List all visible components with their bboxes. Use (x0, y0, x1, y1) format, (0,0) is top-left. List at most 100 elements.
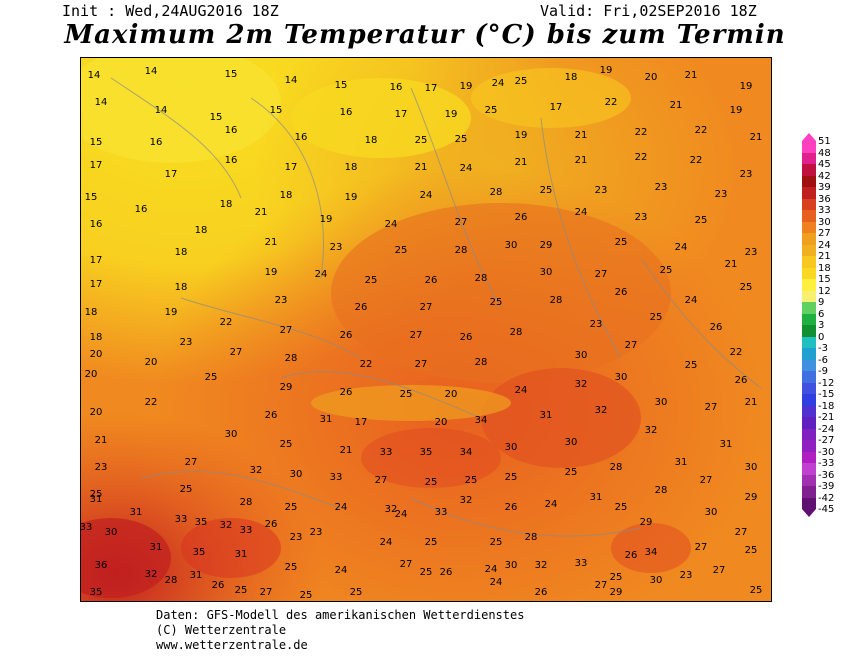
scale-swatch (802, 348, 816, 360)
scale-swatch (802, 371, 816, 383)
temperature-value: 30 (105, 527, 118, 538)
scale-label: -18 (818, 400, 835, 412)
temperature-value: 30 (225, 429, 238, 440)
scale-label: 18 (818, 262, 831, 274)
scale-label: -24 (818, 423, 835, 435)
temperature-value: 25 (90, 489, 103, 500)
temperature-value: 30 (505, 442, 518, 453)
scale-swatch (802, 382, 816, 394)
temperature-value: 26 (355, 302, 368, 313)
temperature-value: 21 (670, 100, 683, 111)
temperature-value: 32 (595, 405, 608, 416)
scale-label: 39 (818, 182, 831, 193)
scale-swatch (802, 267, 816, 279)
temperature-value: 24 (492, 78, 505, 89)
map-title: Maximum 2m Temperatur (°C) bis zum Termi… (64, 20, 786, 50)
temperature-value: 31 (720, 439, 733, 450)
scale-label: 24 (818, 239, 831, 251)
valid-time: Valid: Fri,02SEP2016 18Z (540, 2, 757, 20)
temperature-value: 19 (320, 214, 333, 225)
temperature-value: 28 (165, 575, 178, 586)
temperature-value: 27 (415, 359, 428, 370)
temperature-value: 21 (725, 259, 738, 270)
temperature-value: 19 (265, 267, 278, 278)
temperature-value: 26 (615, 287, 628, 298)
scale-bottom-arrow (802, 509, 816, 517)
temperature-value: 31 (540, 410, 553, 421)
temperature-value: 31 (590, 492, 603, 503)
temperature-value: 25 (300, 590, 313, 601)
temperature-value: 27 (420, 302, 433, 313)
temperature-value: 25 (415, 135, 428, 146)
temperature-value: 25 (745, 545, 758, 556)
scale-swatch (802, 417, 816, 429)
scale-swatch (802, 313, 816, 325)
temperature-value: 27 (625, 340, 638, 351)
website-link[interactable]: www.wetterzentrale.de (156, 638, 308, 652)
scale-swatch (802, 336, 816, 348)
scale-label: 48 (818, 147, 831, 159)
temperature-value: 25 (395, 245, 408, 256)
scale-label: -33 (818, 458, 835, 469)
scale-swatch (802, 187, 816, 199)
temperature-value: 30 (615, 372, 628, 383)
temperature-value: 17 (550, 102, 563, 113)
temperature-value: 30 (540, 267, 553, 278)
temperature-value: 20 (90, 349, 103, 360)
temperature-value: 25 (350, 587, 363, 598)
scale-label: -30 (818, 446, 835, 458)
temperature-value: 32 (460, 495, 473, 506)
temperature-value: 25 (615, 237, 628, 248)
temperature-value: 27 (280, 325, 293, 336)
temperature-value: 28 (240, 497, 253, 508)
temperature-value: 23 (635, 212, 648, 223)
temperature-value: 31 (150, 542, 163, 553)
scale-swatch (802, 175, 816, 187)
temperature-value: 30 (705, 507, 718, 518)
temperature-value: 27 (185, 457, 198, 468)
temperature-value: 18 (280, 190, 293, 201)
temperature-value: 25 (515, 76, 528, 87)
temperature-value: 19 (730, 105, 743, 116)
temperature-value: 21 (265, 237, 278, 248)
temperature-value: 33 (575, 558, 588, 569)
temperature-value: 18 (175, 247, 188, 258)
temperature-value: 25 (740, 282, 753, 293)
temperature-value: 25 (660, 265, 673, 276)
temperature-value: 23 (290, 532, 303, 543)
temperature-value: 25 (455, 134, 468, 145)
temperature-value: 17 (90, 255, 103, 266)
temperature-value: 24 (675, 242, 688, 253)
temperature-value: 22 (635, 127, 648, 138)
scale-label: -12 (818, 377, 835, 389)
temperature-value: 21 (255, 207, 268, 218)
scale-swatch (802, 233, 816, 245)
temperature-value: 34 (460, 447, 473, 458)
temperature-value: 14 (95, 97, 108, 108)
temperature-value: 27 (410, 330, 423, 341)
temperature-value: 36 (95, 560, 108, 571)
temperature-value: 24 (380, 537, 393, 548)
temperature-value: 25 (465, 475, 478, 486)
scale-swatch (802, 302, 816, 314)
temperature-value: 31 (235, 549, 248, 560)
temperature-value: 26 (265, 519, 278, 530)
temperature-value: 15 (225, 69, 238, 80)
temperature-value: 22 (220, 317, 233, 328)
temperature-value: 27 (700, 475, 713, 486)
temperature-value: 18 (90, 332, 103, 343)
temperature-value: 30 (505, 240, 518, 251)
temperature-value: 33 (380, 447, 393, 458)
temperature-value: 18 (195, 225, 208, 236)
scale-label: 33 (818, 205, 831, 216)
scale-swatch (802, 164, 816, 176)
scale-label: -15 (818, 389, 835, 400)
temperature-value: 32 (145, 569, 158, 580)
temperature-value: 22 (730, 347, 743, 358)
temperature-value: 27 (735, 527, 748, 538)
temperature-value: 28 (550, 295, 563, 306)
temperature-value: 27 (705, 402, 718, 413)
temperature-value: 15 (85, 192, 98, 203)
scale-swatch (802, 451, 816, 463)
